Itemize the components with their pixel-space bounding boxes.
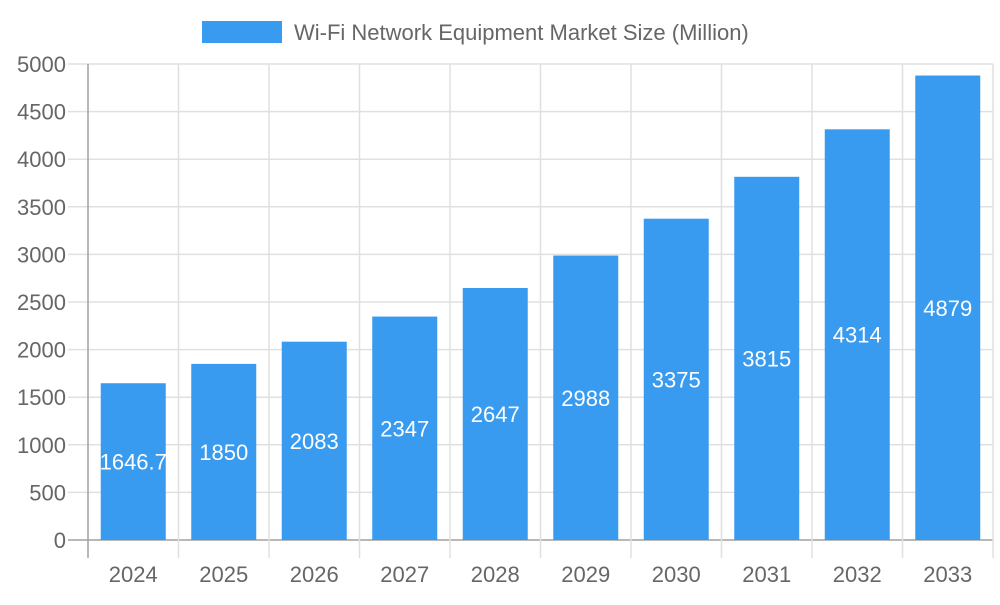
y-tick-label: 500: [29, 480, 66, 505]
y-tick-label: 1000: [17, 433, 66, 458]
data-label: 4879: [923, 296, 972, 321]
bar-2024: [100, 383, 166, 540]
bar-2031: [734, 176, 800, 540]
bar-2029: [553, 255, 619, 540]
x-tick-label: 2033: [923, 562, 972, 587]
bar-2032: [824, 129, 890, 541]
data-label: 2647: [471, 402, 520, 427]
x-tick-label: 2031: [742, 562, 791, 587]
data-label: 3815: [742, 346, 791, 371]
x-tick-label: 2030: [652, 562, 701, 587]
x-tick-label: 2029: [561, 562, 610, 587]
bar-2025: [191, 363, 257, 540]
legend-label: Wi-Fi Network Equipment Market Size (Mil…: [294, 20, 749, 45]
bar-2026: [281, 341, 347, 540]
y-tick-label: 1500: [17, 385, 66, 410]
y-tick-label: 4500: [17, 100, 66, 125]
data-label: 4314: [833, 323, 882, 348]
y-tick-label: 4000: [17, 147, 66, 172]
x-tick-label: 2025: [199, 562, 248, 587]
data-label: 1850: [199, 440, 248, 465]
x-tick-label: 2032: [833, 562, 882, 587]
x-tick-label: 2028: [471, 562, 520, 587]
legend-swatch: [202, 21, 282, 43]
x-tick-label: 2024: [109, 562, 158, 587]
y-tick-label: 2000: [17, 338, 66, 363]
bar-2033: [915, 75, 981, 541]
bar-2028: [462, 288, 528, 540]
legend[interactable]: Wi-Fi Network Equipment Market Size (Mil…: [202, 20, 749, 45]
data-label: 3375: [652, 367, 701, 392]
data-label: 2988: [561, 386, 610, 411]
y-tick-label: 0: [54, 528, 66, 553]
y-tick-label: 3000: [17, 242, 66, 267]
y-tick-label: 5000: [17, 52, 66, 77]
x-tick-label: 2027: [380, 562, 429, 587]
y-tick-label: 2500: [17, 290, 66, 315]
x-tick-label: 2026: [290, 562, 339, 587]
data-label: 1646.7: [100, 450, 167, 475]
y-tick-label: 3500: [17, 195, 66, 220]
data-label: 2083: [290, 429, 339, 454]
bar-2030: [643, 218, 709, 540]
bar-2027: [372, 316, 438, 540]
data-label: 2347: [380, 416, 429, 441]
